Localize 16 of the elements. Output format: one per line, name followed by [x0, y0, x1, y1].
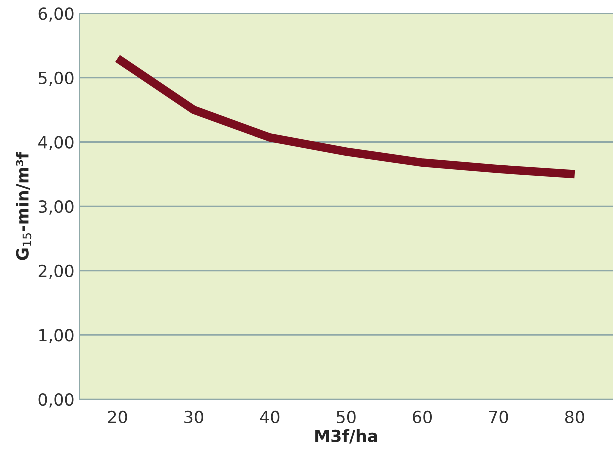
x-tick-label: 30 [184, 410, 204, 424]
y-tick-label: 0,00 [38, 393, 74, 408]
x-tick-label: 20 [108, 410, 128, 424]
y-tick-label: 2,00 [38, 264, 74, 280]
y-tick-label: 4,00 [38, 136, 74, 151]
y-tick-label: 1,00 [40, 329, 74, 344]
x-tick-label: 70 [489, 410, 508, 424]
y-tick-label: 5,00 [39, 72, 74, 86]
y-tick-label: 6,00 [38, 8, 74, 22]
x-tick-label: 80 [565, 410, 584, 424]
y-axis-title: G$_{15}$-min/m³f [16, 152, 32, 260]
x-tick-label: 40 [260, 410, 280, 424]
x-axis-title: M3f/ha [316, 430, 378, 444]
x-tick-label: 50 [337, 410, 356, 424]
x-tick-label: 60 [413, 410, 432, 424]
y-tick-label: 3,00 [38, 200, 74, 215]
